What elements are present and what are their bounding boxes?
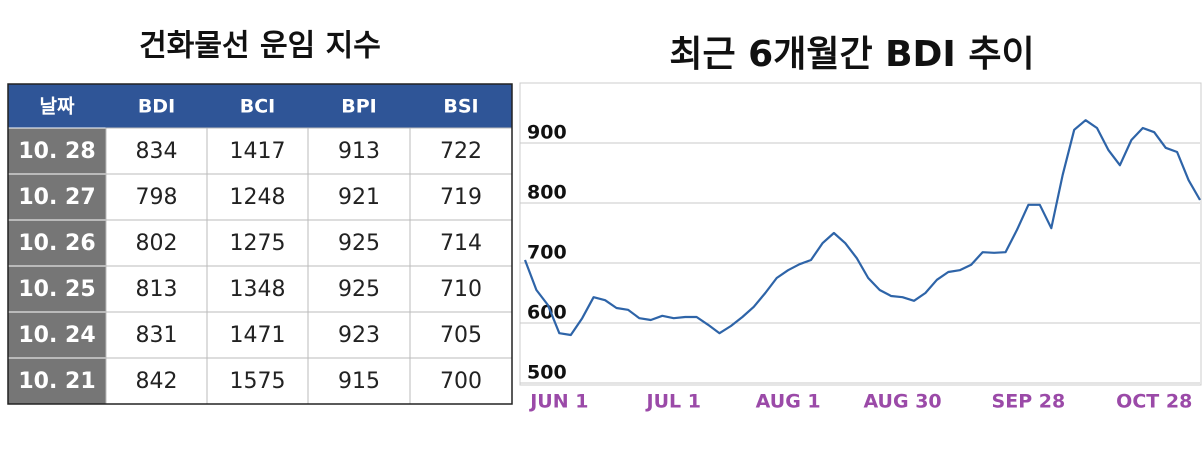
date-label: 10. 28 [18,139,95,164]
cell-value: 1471 [230,323,286,348]
cell [409,173,513,221]
cell-value: 719 [440,185,482,210]
x-tick-label: AUG 1 [756,391,821,413]
table-header [8,84,512,128]
y-tick-label: 600 [527,302,567,324]
x-tick-label: JUL 1 [645,391,701,413]
table-border [7,83,513,405]
cell-value: 1417 [230,139,286,164]
x-tick-label: OCT 28 [1116,391,1192,413]
y-tick-label: 700 [527,242,567,264]
cell-value: 705 [440,323,482,348]
cell-value: 802 [136,231,178,256]
x-tick-label: AUG 30 [863,391,941,413]
cell [307,357,411,405]
cell-value: 1575 [230,369,286,394]
chart-title: 최근 6개월간 BDI 추이 [669,34,1034,75]
cell [409,311,513,359]
cell-value: 714 [440,231,482,256]
cell-value: 925 [338,277,380,302]
cell-value: 1348 [230,277,286,302]
cell [206,219,309,267]
cell [105,311,208,359]
cell [105,173,208,221]
cell-value: 722 [440,139,482,164]
date-label: 10. 26 [18,231,95,256]
column-header: BCI [240,96,276,118]
cell-value: 913 [338,139,380,164]
cell [409,357,513,405]
cell [307,311,411,359]
cell-value: 831 [136,323,178,348]
cell [105,219,208,267]
cell-value: 798 [136,185,178,210]
column-header: BSI [443,96,478,118]
cell [105,127,208,175]
cell-value: 923 [338,323,380,348]
table-title: 건화물선 운임 지수 [139,29,381,64]
cell-value: 813 [136,277,178,302]
cell-value: 921 [338,185,380,210]
cell-value: 842 [136,369,178,394]
date-cell [7,357,107,405]
date-cell [7,265,107,313]
cell [409,265,513,313]
column-header: BDI [138,96,175,118]
cell [206,173,309,221]
date-label: 10. 25 [18,277,95,302]
cell-value: 834 [136,139,178,164]
date-cell [7,127,107,175]
date-label: 10. 24 [18,323,95,348]
date-label: 10. 27 [18,185,95,210]
plot-frame [519,82,1202,386]
cell [307,173,411,221]
cell-value: 925 [338,231,380,256]
cell [206,127,309,175]
cell [307,265,411,313]
y-tick-label: 500 [527,362,567,384]
y-tick-label: 800 [527,182,567,204]
cell [206,265,309,313]
column-header: BPI [341,96,376,118]
cell [307,219,411,267]
y-tick-label: 900 [527,122,567,144]
cell-value: 915 [338,369,380,394]
column-header: 날짜 [40,96,75,118]
x-tick-label: SEP 28 [992,391,1066,413]
cell-value: 1248 [230,185,286,210]
cell-value: 1275 [230,231,286,256]
cell [206,311,309,359]
cell-value: 710 [440,277,482,302]
date-label: 10. 21 [18,369,95,394]
date-cell [7,311,107,359]
series-line [523,119,1201,337]
x-tick-label: JUN 1 [528,391,588,413]
cell [105,265,208,313]
cell-value: 700 [440,369,482,394]
cell [409,219,513,267]
